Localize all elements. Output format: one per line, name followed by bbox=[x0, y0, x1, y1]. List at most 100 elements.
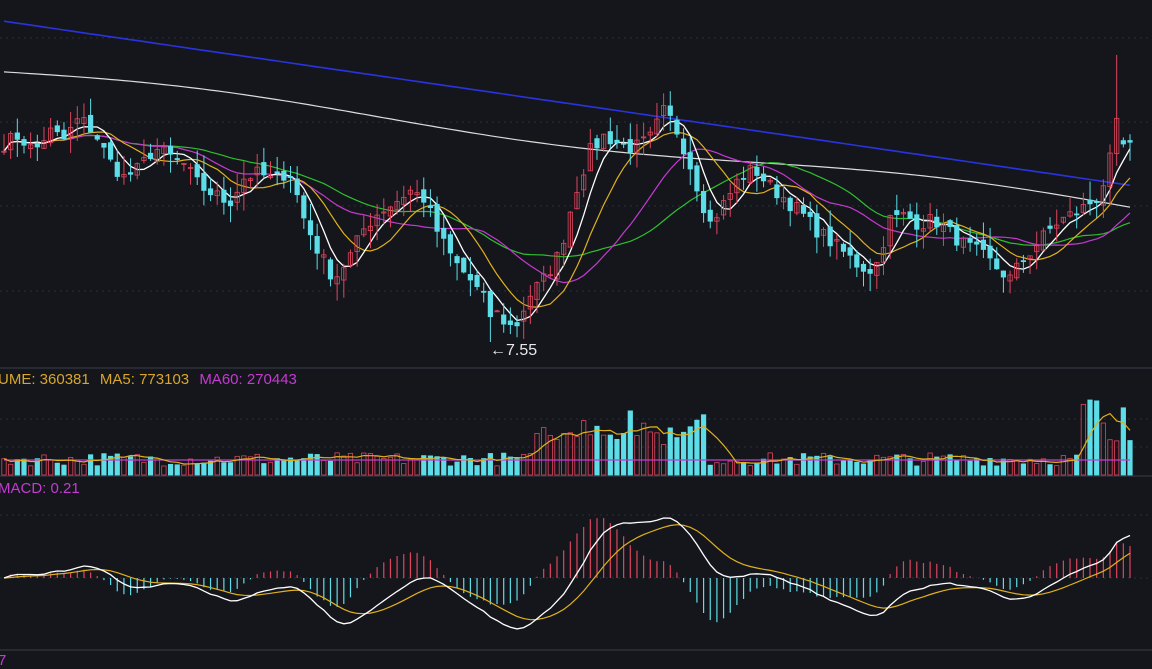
volume-bar bbox=[674, 437, 680, 476]
candle-body bbox=[34, 143, 40, 148]
volume-bar bbox=[281, 460, 287, 476]
volume-bar bbox=[1127, 440, 1133, 476]
volume-bar bbox=[740, 462, 747, 476]
volume-bar bbox=[967, 460, 973, 476]
candle-body bbox=[1034, 245, 1040, 253]
volume-bar bbox=[407, 459, 414, 476]
candle-body bbox=[481, 290, 487, 293]
volume-bar bbox=[1047, 464, 1053, 476]
volume-bar bbox=[354, 462, 360, 476]
volume-bar bbox=[94, 465, 100, 476]
candle-body bbox=[867, 269, 873, 274]
candle-body bbox=[727, 193, 733, 200]
volume-bar bbox=[21, 458, 27, 476]
volume-bar bbox=[680, 431, 687, 476]
volume-bar bbox=[561, 433, 567, 476]
volume-bar bbox=[554, 439, 560, 476]
volume-bar bbox=[181, 464, 187, 476]
candle-body bbox=[68, 126, 74, 137]
volume-bar bbox=[794, 463, 800, 476]
candle-body bbox=[987, 245, 993, 259]
candle-body bbox=[1127, 140, 1133, 143]
candle-body bbox=[407, 189, 414, 195]
candle-body bbox=[401, 196, 407, 205]
volume-label: UME: 360381 bbox=[0, 371, 90, 388]
candle-body bbox=[61, 129, 67, 140]
candle-body bbox=[1100, 185, 1106, 206]
ma20-line bbox=[3, 134, 1131, 284]
volume-bar bbox=[514, 458, 520, 476]
volume-bar bbox=[1074, 454, 1080, 476]
candle-body bbox=[241, 178, 247, 193]
volume-bar bbox=[914, 465, 920, 476]
ma10-line bbox=[3, 131, 1131, 308]
candle-body bbox=[720, 200, 727, 216]
volume-bar bbox=[88, 454, 94, 476]
candle-body bbox=[594, 138, 600, 149]
low-price-annotation: ←7.55 bbox=[490, 342, 537, 359]
volume-bar bbox=[108, 455, 114, 476]
volume-bar bbox=[167, 463, 174, 476]
candle-body bbox=[980, 239, 987, 250]
candle-body bbox=[307, 220, 314, 236]
candle-body bbox=[967, 238, 973, 243]
candle-body bbox=[1120, 140, 1126, 145]
volume-bar bbox=[41, 454, 47, 476]
candle-body bbox=[834, 239, 840, 242]
candle-body bbox=[847, 247, 853, 256]
volume-bar bbox=[174, 464, 180, 476]
volume-bar bbox=[321, 460, 327, 476]
candle-body bbox=[261, 162, 267, 176]
candle-body bbox=[940, 223, 947, 232]
volume-bar bbox=[874, 454, 880, 476]
candle-body bbox=[174, 158, 180, 160]
candle-body bbox=[301, 195, 307, 219]
volume-bar bbox=[287, 457, 294, 476]
volume-bar bbox=[14, 459, 20, 476]
volume-bar bbox=[194, 463, 200, 476]
volume-bar bbox=[421, 455, 427, 476]
volume-bar bbox=[954, 460, 960, 476]
volume-bar bbox=[714, 462, 720, 476]
candle-body bbox=[920, 228, 927, 232]
candle-body bbox=[381, 211, 387, 214]
volume-bar bbox=[521, 453, 527, 476]
candle-body bbox=[474, 274, 480, 287]
candle-body bbox=[234, 191, 240, 203]
volume-bar bbox=[61, 464, 67, 476]
volume-bar bbox=[68, 457, 74, 476]
volume-bar bbox=[767, 452, 773, 476]
volume-bar bbox=[920, 460, 927, 476]
candle-body bbox=[994, 258, 1000, 270]
candle-body bbox=[954, 224, 960, 246]
candle-body bbox=[527, 295, 533, 310]
candle-body bbox=[1107, 152, 1113, 187]
volume-bar bbox=[834, 463, 840, 476]
volume-bar bbox=[807, 456, 813, 476]
candle-body bbox=[487, 290, 493, 318]
volume-bar bbox=[474, 465, 480, 476]
candle-body bbox=[747, 165, 753, 184]
volume-bar bbox=[641, 422, 647, 476]
volume-bar bbox=[780, 458, 787, 476]
candle-body bbox=[341, 267, 347, 281]
candle-body bbox=[21, 139, 27, 146]
candle-body bbox=[860, 263, 867, 272]
candle-body bbox=[214, 190, 220, 197]
candle-body bbox=[1080, 204, 1086, 213]
candle-body bbox=[734, 178, 740, 194]
volume-bar bbox=[581, 420, 587, 476]
volume-bar bbox=[414, 459, 420, 476]
candle-body bbox=[687, 152, 693, 170]
volume-ma5-line bbox=[3, 412, 1131, 465]
candle-body bbox=[507, 320, 513, 325]
volume-bar bbox=[667, 427, 673, 476]
candle-body bbox=[494, 310, 500, 313]
candle-body bbox=[934, 216, 940, 228]
bottom-indicator-label: 7 bbox=[0, 652, 7, 669]
ma5-label: MA5: 773103 bbox=[99, 371, 190, 388]
candle-body bbox=[1047, 225, 1053, 229]
volume-bar bbox=[147, 456, 154, 476]
candle-body bbox=[334, 276, 340, 285]
volume-bar bbox=[501, 452, 507, 476]
